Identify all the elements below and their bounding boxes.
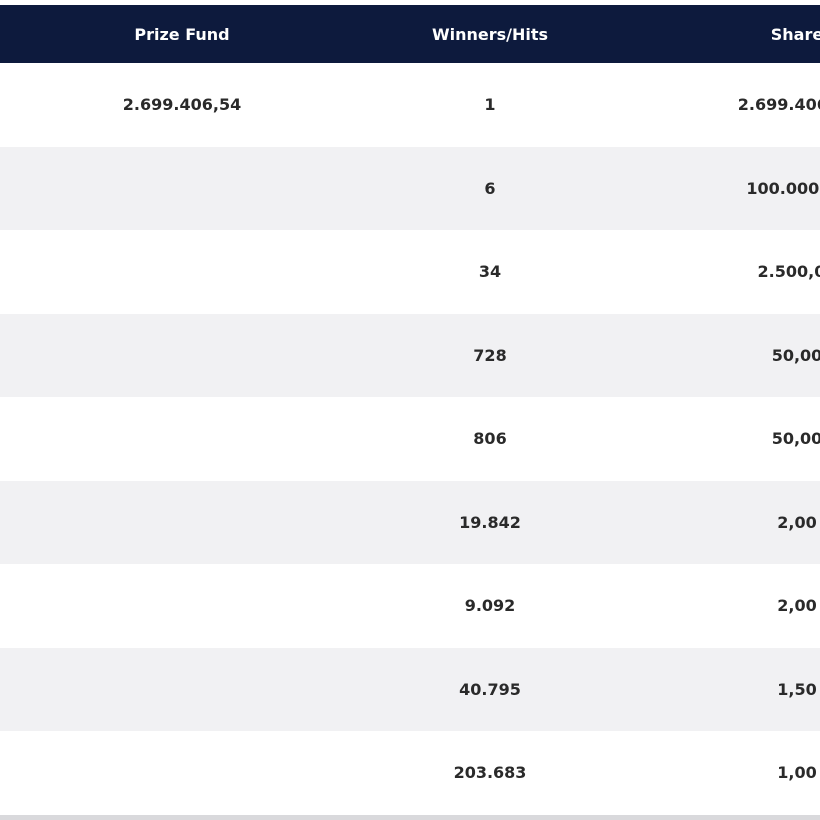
share-cell: 50,00 (771, 429, 820, 449)
table-row: 19.842 2,00 (0, 480, 820, 564)
winners-cell: 806 (473, 429, 507, 449)
table-row: 728 50,00 (0, 313, 820, 397)
header-cell: Share (770, 24, 820, 44)
table-bottom-border (0, 815, 820, 820)
header-cell: Prize Fund (134, 24, 230, 44)
table-row: 34 2.500,00 (0, 230, 820, 314)
winners-cell: 19.842 (459, 512, 521, 532)
winners-cell: 6 (484, 178, 496, 198)
winners-cell: 34 (478, 262, 502, 282)
table-header: Prize Fund Winners/Hits Share (0, 5, 820, 63)
share-cell: 2.699.406,54 (737, 95, 820, 115)
winners-cell: 728 (473, 345, 507, 365)
share-cell: 2,00 (777, 596, 817, 616)
winners-cell: 1 (484, 95, 496, 115)
header-cell: Winners/Hits (431, 24, 549, 44)
share-cell: 2,00 (777, 512, 817, 532)
share-cell: 50,00 (771, 345, 820, 365)
share-cell: 1,00 (777, 763, 817, 783)
share-cell: 2.500,00 (757, 262, 820, 282)
table-row: 9.092 2,00 (0, 564, 820, 648)
table-row: 806 50,00 (0, 397, 820, 481)
share-cell: 100.000,00 (746, 178, 820, 198)
table-row: 6 100.000,00 (0, 146, 820, 230)
winners-cell: 9.092 (464, 596, 516, 616)
table-row: 40.795 1,50 (0, 647, 820, 731)
winners-cell: 203.683 (453, 763, 527, 783)
table-row: 203.683 1,00 (0, 731, 820, 815)
prize-fund-cell: 2.699.406,54 (122, 95, 242, 115)
share-cell: 1,50 (777, 679, 817, 699)
table-row: 2.699.406,54 1 2.699.406,54 (0, 63, 820, 147)
winners-cell: 40.795 (459, 679, 521, 699)
